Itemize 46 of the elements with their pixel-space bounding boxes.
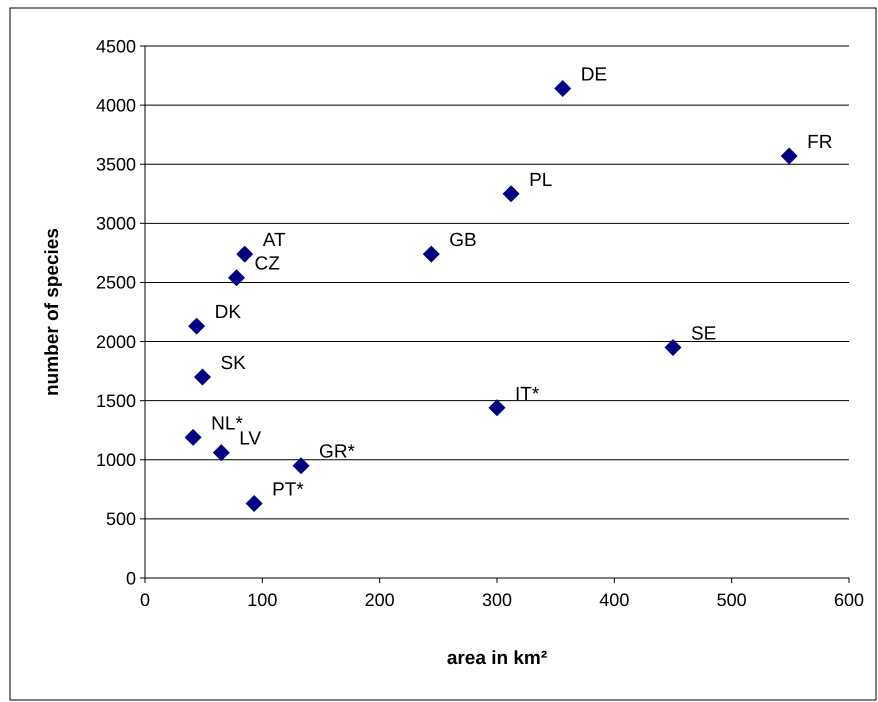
- point: [488, 399, 506, 416]
- y-tick-label: 1000: [96, 450, 136, 470]
- point: [228, 269, 246, 286]
- y-axis-title: number of species: [42, 228, 63, 396]
- x-tick-label: 0: [140, 590, 150, 610]
- annotation: SK: [220, 353, 246, 374]
- x-tick-label: 600: [834, 590, 864, 610]
- x-tick-label: 200: [364, 590, 395, 610]
- annotation: DK: [214, 302, 242, 324]
- x-tick-label: 300: [482, 590, 512, 610]
- annotation: PT*: [272, 480, 304, 501]
- y-tick-label: 2000: [96, 332, 136, 352]
- y-tick-label: 500: [106, 509, 136, 530]
- x-tick-label: 400: [599, 590, 630, 610]
- point: [422, 246, 440, 263]
- point: [780, 147, 798, 164]
- y-tick-label: 3000: [96, 214, 136, 234]
- y-tick-label: 2500: [96, 272, 136, 293]
- point: [194, 368, 211, 386]
- point: [664, 338, 682, 356]
- point: [292, 457, 310, 474]
- point: [554, 80, 572, 98]
- annotation: AT: [262, 230, 286, 252]
- point: [188, 318, 206, 335]
- annotation: FR: [807, 132, 832, 153]
- point: [246, 495, 263, 512]
- y-tick-label: 0: [126, 568, 136, 588]
- y-tick-label: 1500: [96, 390, 136, 411]
- annotation: SE: [691, 323, 716, 344]
- x-tick-label: 500: [716, 590, 747, 610]
- point: [502, 185, 520, 202]
- annotation: IT*: [515, 384, 540, 405]
- annotation: CZ: [254, 254, 280, 275]
- point: [212, 444, 230, 462]
- y-tick-label: 3500: [96, 154, 136, 175]
- annotation: DE: [580, 64, 608, 86]
- y-tick-label: 4000: [96, 95, 136, 116]
- annotation: GB: [449, 230, 477, 252]
- annotation: PL: [529, 170, 552, 191]
- annotation: LV: [239, 428, 262, 450]
- x-tick-label: 100: [247, 590, 278, 610]
- annotation: GR*: [319, 442, 356, 463]
- y-tick-label: 4500: [96, 36, 136, 56]
- point: [184, 428, 202, 446]
- x-axis-title: area in km²: [446, 648, 548, 669]
- point: [236, 246, 254, 263]
